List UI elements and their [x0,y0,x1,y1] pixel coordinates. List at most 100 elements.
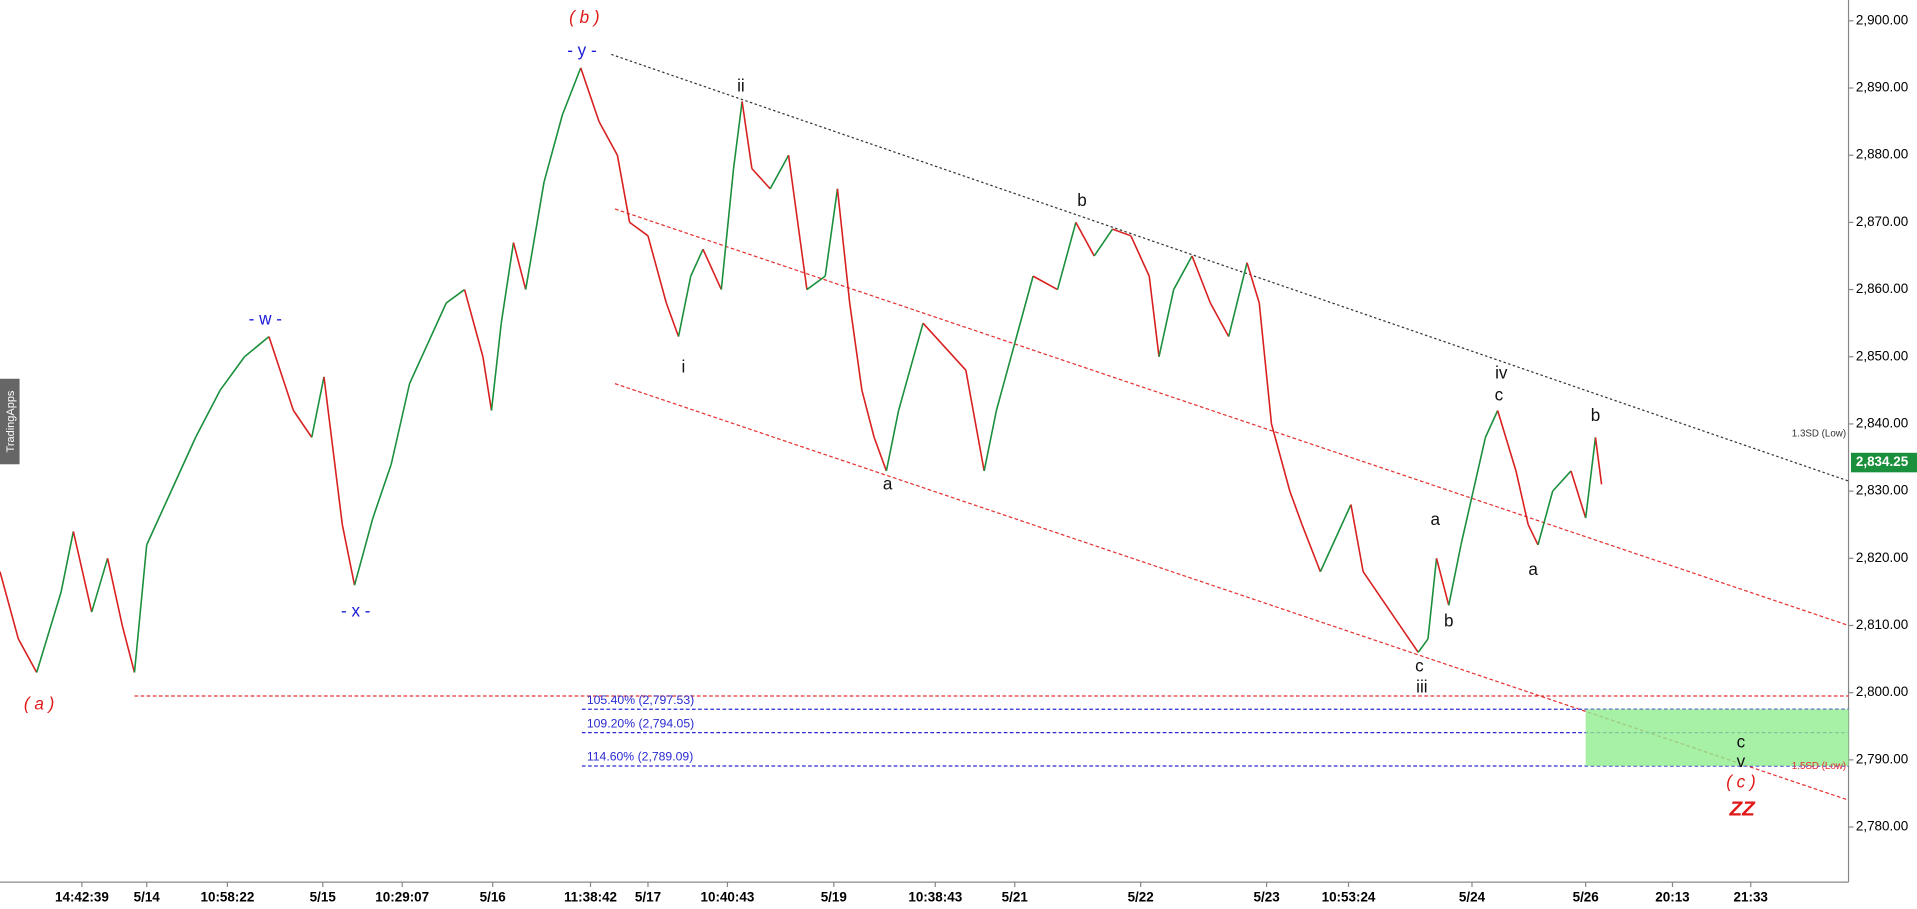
wave-label: c [1737,732,1746,751]
wave-label: b [1444,611,1454,630]
price-segment [1472,437,1487,492]
watermark-tab [0,378,20,465]
price-segment [1350,504,1364,572]
price-segment [1112,228,1132,237]
y-tick-label: 2,840.00 [1856,415,1908,430]
price-segment [353,517,374,586]
x-tick-label: 21:33 [1734,890,1768,905]
x-tick-label: 5/14 [134,890,161,905]
price-segment [268,336,295,411]
x-tick-label: 10:38:43 [908,890,962,905]
price-segment [372,463,392,519]
price-segment [861,390,875,438]
price-segment [310,376,325,438]
price-segment [1032,275,1058,291]
y-tick-label: 2,850.00 [1856,348,1908,363]
sd-label: 1.3SD (Low) [1792,429,1846,440]
price-segment [1093,228,1114,257]
price-segment [323,376,344,525]
price-segment [741,101,753,169]
price-segment [500,242,515,324]
price-segment [106,558,124,626]
price-segment [824,188,839,277]
price-segment [690,248,704,277]
price-segment [1172,255,1193,290]
sd-label: 1.5SD (Low) [1792,761,1846,772]
wave-label: a [1431,510,1441,529]
wave-label: b [1591,406,1601,425]
wave-label: ( c ) [1726,773,1755,792]
price-segment [219,356,246,391]
y-tick-label: 2,830.00 [1856,483,1908,498]
price-segment [965,370,985,472]
price-segment [806,275,826,291]
price-segment [445,288,466,304]
x-tick-label: 5/22 [1128,890,1154,905]
price-segment [769,154,790,190]
wave-label: iv [1495,363,1508,382]
x-tick-label: 5/17 [635,890,661,905]
wave-label: v [1737,752,1746,771]
price-segment [90,558,109,613]
price-segment [1537,490,1554,546]
price-segment [1075,221,1095,257]
price-segment [647,235,668,304]
x-tick-label: 10:40:43 [701,890,755,905]
x-tick-label: 5/24 [1459,890,1486,905]
price-segment [1270,423,1291,492]
y-tick-label: 2,890.00 [1856,80,1908,95]
trend-line [611,53,1849,482]
price-segment [1209,302,1230,337]
price-segment [836,188,851,304]
price-segment [1417,638,1429,653]
price-segment [72,531,93,613]
price-segment [751,168,771,190]
price-segment [512,242,527,290]
price-segment [1527,524,1539,546]
y-tick-label: 2,810.00 [1856,617,1908,632]
price-segment [194,389,221,438]
wave-label: - w - [249,310,282,329]
price-segment [732,101,743,169]
wave-label: ZZ [1728,798,1756,821]
price-segment [885,410,900,472]
y-tick-label: 2,860.00 [1856,281,1908,296]
trend-line [614,208,1849,627]
wave-label: c [1495,385,1504,404]
x-tick-label: 20:13 [1655,890,1689,905]
x-tick-label: 5/19 [821,890,847,905]
x-tick-label: 10:53:24 [1322,890,1376,905]
x-tick-label: 5/26 [1573,890,1599,905]
wave-label: - y - [567,41,596,60]
price-segment [145,490,172,546]
price-segment [616,155,631,223]
price-segment [677,275,692,337]
price-segment [524,181,545,290]
price-segment [1331,504,1352,546]
wave-label: b [1077,191,1087,210]
x-tick-label: 11:38:42 [564,890,617,905]
price-segment [244,335,270,358]
x-tick-label: 5/23 [1254,890,1280,905]
price-segment [1158,289,1175,357]
wave-label: ( b ) [569,8,599,27]
y-tick-label: 2,780.00 [1856,819,1908,834]
price-segment [463,289,484,357]
price-segment [848,302,863,391]
wave-label: ii [737,76,745,95]
price-segment [1460,490,1474,546]
price-segment [897,322,924,411]
price-segment [1515,470,1529,525]
price-segment [1584,437,1597,519]
price-segment [1289,490,1303,525]
y-tick-label: 2,880.00 [1856,147,1908,162]
watermark: TradingApps [5,390,17,452]
wave-label: a [1528,560,1538,579]
price-segment [940,342,967,371]
x-tick-label: 5/21 [1002,890,1029,905]
fib-label: 109.20% (2,794.05) [587,716,694,730]
x-tick-label: 10:58:22 [200,890,254,905]
price-segment [543,114,564,183]
